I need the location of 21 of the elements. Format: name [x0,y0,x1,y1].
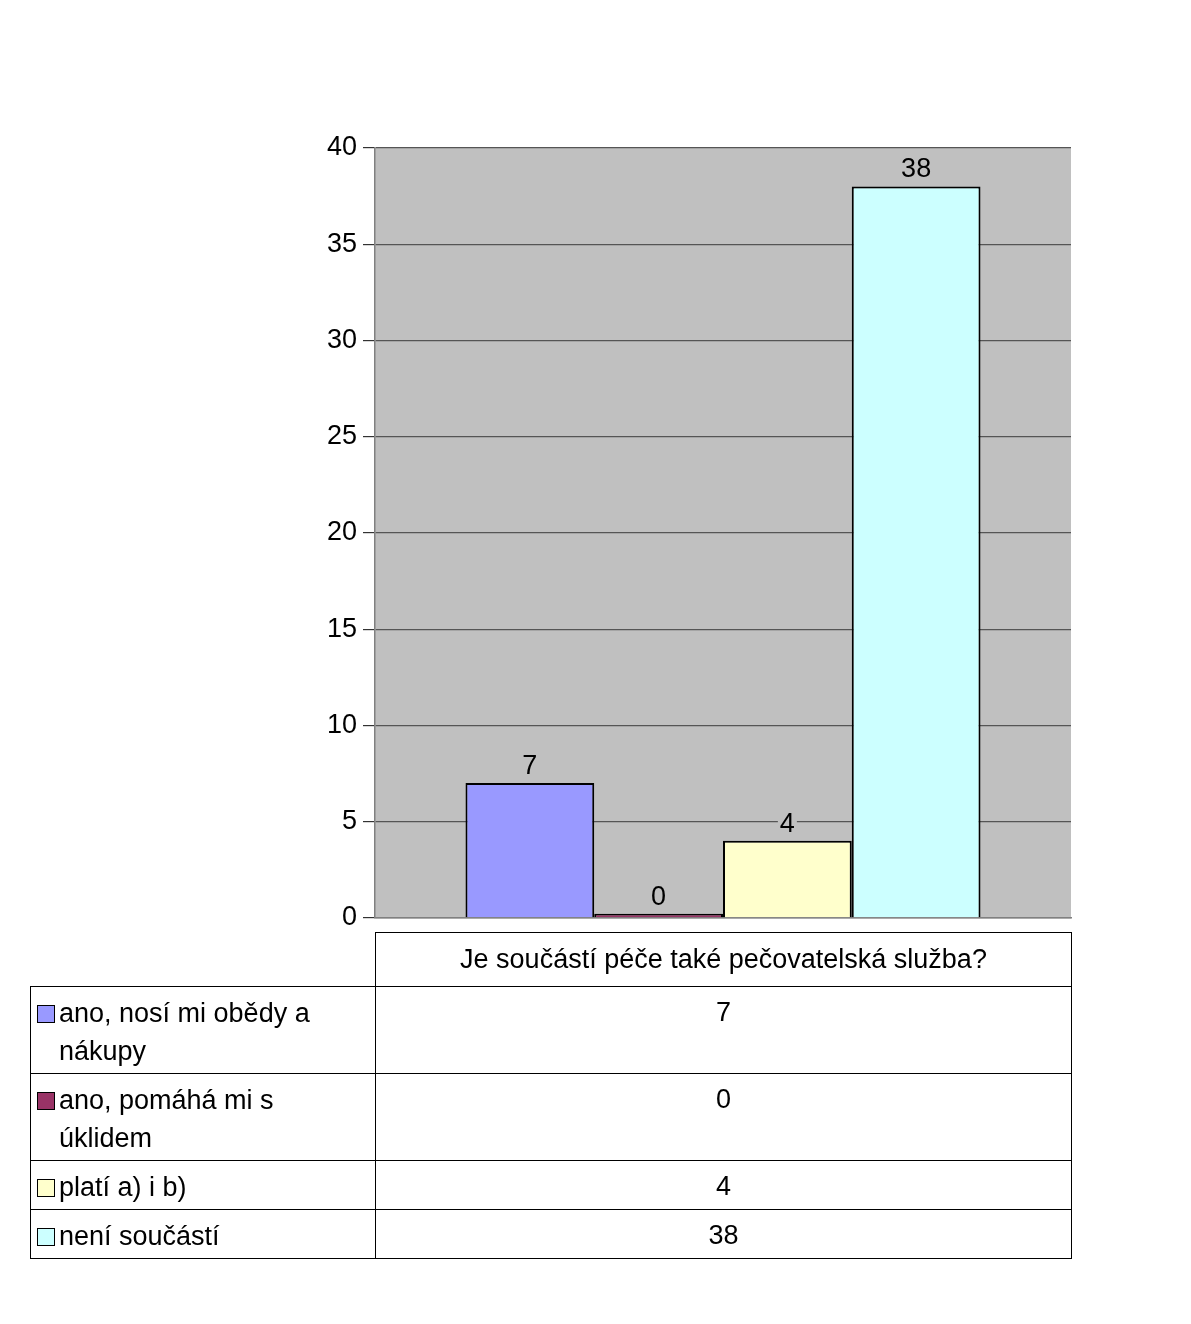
y-tick-label: 5 [341,805,357,836]
legend-label: ano, pomáhá mi s úklidem [59,1084,275,1155]
y-tick-label: 25 [326,420,357,451]
data-label: 4 [779,807,795,838]
text: 4 [375,1160,1072,1210]
y-tick-label: 40 [326,131,357,162]
x-tick-label: Je součástí péče také pečovatelská služba? [375,932,1072,987]
text: 7 [375,986,1072,1074]
y-tick-label: 30 [326,323,357,354]
legend-label: ano, nosí mi obědy a nákupy [59,997,311,1068]
data-label: 0 [651,880,667,911]
y-tick-label: 10 [326,708,357,739]
legend-label: platí a) i b) [59,1171,187,1204]
legend-label: není součástí [59,1220,220,1253]
y-tick-label: 20 [326,516,357,547]
data-label: 38 [901,153,932,184]
y-tick-label: 35 [326,227,357,258]
data-label: 7 [522,750,538,781]
text: 38 [375,1209,1072,1259]
y-tick-label: 15 [326,612,357,643]
y-tick-label: 0 [341,901,357,932]
